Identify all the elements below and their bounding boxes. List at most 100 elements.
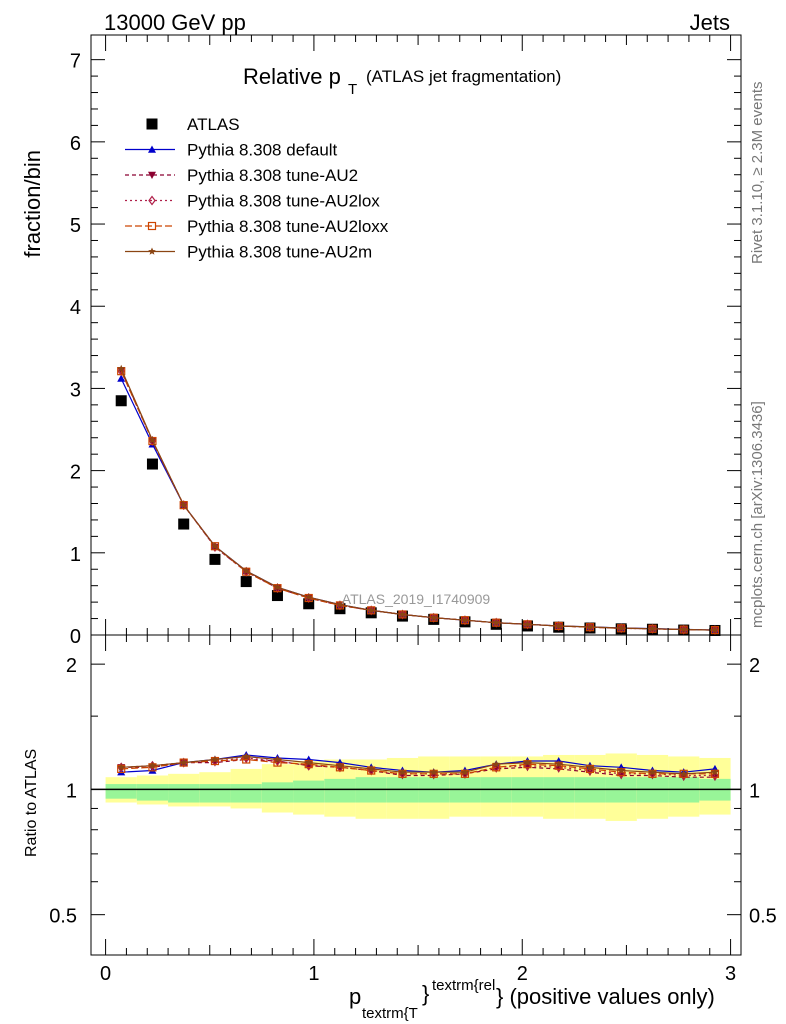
data-point — [178, 518, 190, 530]
mc-point — [523, 620, 532, 628]
ratio-point — [554, 760, 563, 768]
ratio-point — [398, 768, 407, 776]
ratio-point — [711, 768, 719, 776]
legend-marker — [148, 171, 156, 179]
data-point — [115, 395, 127, 407]
ratio-point — [679, 769, 688, 778]
inner-band-bin — [199, 784, 231, 803]
ratio-y-tick-label: 1 — [66, 780, 77, 802]
ratio-point — [429, 768, 438, 776]
data-point — [271, 590, 283, 602]
mc-point — [336, 600, 344, 608]
mc-point — [273, 583, 282, 591]
mc-point — [586, 622, 594, 631]
ratio-y-axis-label: Ratio to ATLAS — [23, 749, 40, 857]
ratio-point — [461, 768, 469, 776]
ratio-point — [617, 766, 625, 774]
y-tick-label: 6 — [70, 133, 81, 155]
legend: ATLAS Pythia 8.308 default Pythia 8.308 tu… — [125, 115, 389, 262]
mc-point — [711, 626, 719, 634]
mc-point — [429, 613, 438, 621]
mcplots-label: mcplots.cern.ch [arXiv:1306.3436] — [749, 401, 766, 628]
analysis-id: ATLAS_2019_I1740909 — [342, 591, 491, 607]
ratio-point — [367, 764, 375, 773]
ratio-series — [117, 750, 720, 782]
process-label: Jets — [690, 10, 730, 35]
x-tick-label: 2 — [517, 963, 528, 985]
chart-title: Relative p — [243, 64, 341, 89]
data-point — [303, 598, 315, 610]
series-line — [120, 368, 716, 631]
ratio-point — [148, 761, 157, 769]
x-tick-label: 1 — [308, 963, 319, 985]
ratio-point — [523, 758, 532, 766]
y-tick-label: 7 — [70, 51, 81, 73]
y-tick-label: 1 — [70, 544, 81, 566]
ratio-frame — [90, 634, 742, 956]
ratio-point — [242, 752, 250, 760]
mc-point — [617, 624, 625, 632]
x-axis-label-brace: } — [422, 981, 429, 1006]
inner-band-bin — [230, 784, 262, 803]
y-tick-label: 3 — [70, 379, 81, 401]
x-axis-label-tail: } (positive values only) — [496, 984, 715, 1009]
legend-label: Pythia 8.308 tune-AU2m — [187, 243, 372, 262]
mc-point — [148, 436, 157, 444]
mc-point — [648, 624, 657, 632]
legend-label: Pythia 8.308 tune-AU2loxx — [187, 217, 389, 236]
ratio-line — [121, 755, 716, 775]
mc-point — [179, 501, 188, 509]
chart-title-subscript: T — [348, 81, 357, 98]
inner-band-bin — [105, 784, 137, 799]
inner-band-bin — [324, 778, 356, 803]
axes: 0 1 2 3 4 5 6 7 0 1 2 3 0.5 0.5 1 1 2 2 — [49, 34, 777, 985]
inner-band-bin — [261, 782, 294, 803]
mc-point — [554, 622, 563, 630]
ratio-point — [273, 755, 282, 763]
mc-point — [679, 625, 688, 633]
inner-band-bin — [136, 784, 169, 801]
mc-point — [117, 364, 125, 372]
ratio-point — [211, 755, 219, 763]
legend-marker — [148, 195, 156, 206]
main-series — [115, 364, 721, 636]
ratio-point — [179, 758, 188, 766]
ratio-y-tick-label-right: 1 — [749, 780, 760, 802]
series-5 — [117, 364, 719, 634]
ratio-point — [648, 768, 657, 776]
legend-marker — [146, 118, 158, 130]
y-tick-label: 5 — [70, 215, 81, 237]
mc-point — [117, 374, 126, 382]
ratio-point — [304, 758, 313, 766]
data-point — [146, 458, 158, 470]
mc-point — [242, 566, 250, 575]
y-tick-label: 2 — [70, 462, 81, 484]
data-point — [240, 576, 252, 588]
legend-marker — [148, 247, 156, 255]
mc-point — [211, 542, 219, 550]
ratio-y-tick-label-right: 2 — [749, 655, 760, 677]
mc-point — [304, 593, 313, 601]
legend-label: Pythia 8.308 default — [187, 141, 338, 160]
ratio-line — [121, 758, 715, 778]
ratio-y-tick-label-right: 0.5 — [749, 906, 777, 928]
legend-label: Pythia 8.308 tune-AU2lox — [187, 192, 380, 211]
legend-marker — [148, 145, 156, 153]
mc-point — [367, 606, 375, 614]
y-tick-label: 4 — [70, 297, 81, 319]
ratio-point — [586, 763, 594, 771]
ratio-point — [492, 760, 500, 768]
ratio-y-tick-label: 0.5 — [49, 906, 77, 928]
mc-point — [398, 610, 407, 618]
ratio-y-tick-label: 2 — [66, 655, 77, 677]
mc-point — [492, 618, 500, 626]
legend-label: Pythia 8.308 tune-AU2 — [187, 166, 358, 185]
data-point — [209, 553, 221, 565]
energy-label: 13000 GeV pp — [104, 10, 246, 35]
rivet-version-label: Rivet 3.1.10, ≥ 2.3M events — [749, 82, 766, 265]
chart-title-note: (ATLAS jet fragmentation) — [366, 67, 561, 86]
mc-point — [461, 616, 469, 624]
x-tick-label: 0 — [100, 963, 111, 985]
y-tick-label: 0 — [70, 626, 81, 648]
